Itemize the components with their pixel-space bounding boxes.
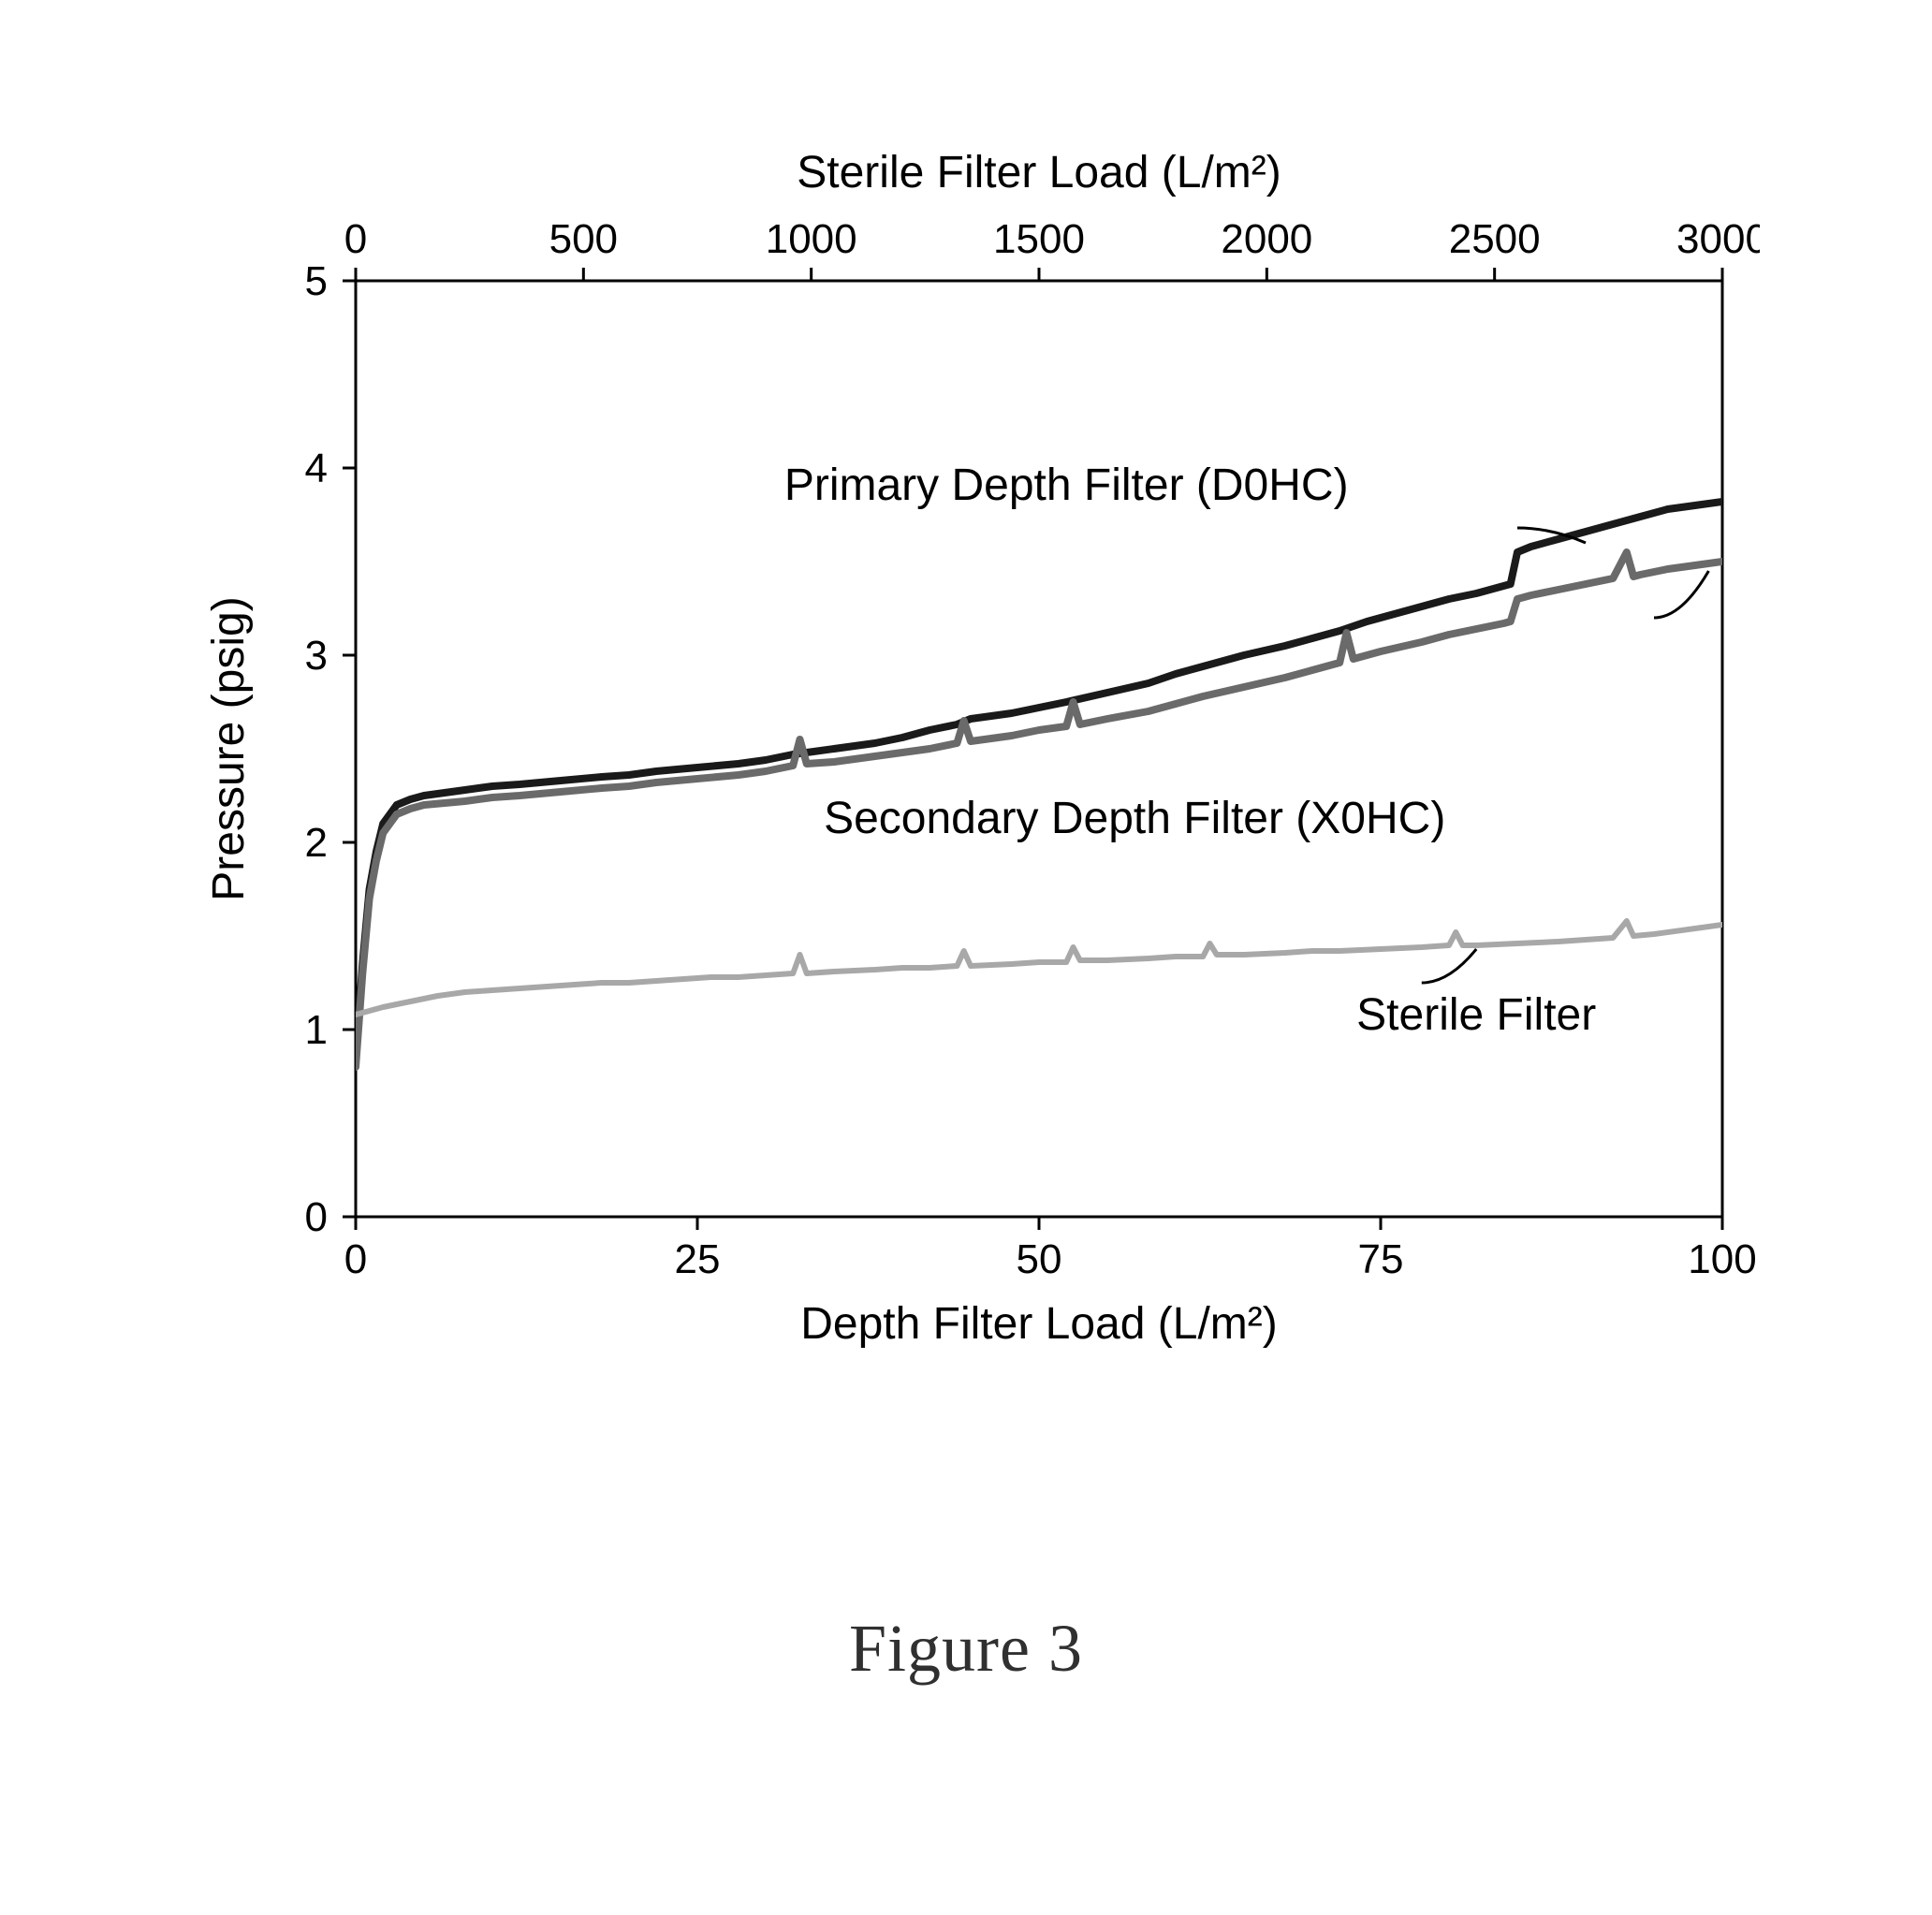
chart-bg [168, 94, 1760, 1404]
x-tick-label: 100 [1688, 1236, 1756, 1282]
y-tick-label: 0 [305, 1194, 328, 1240]
figure-caption: Figure 3 [0, 1610, 1932, 1688]
x2-tick-label: 2000 [1221, 216, 1312, 262]
x2-tick-label: 2500 [1449, 216, 1541, 262]
series-label-sterile: Sterile Filter [1356, 990, 1596, 1040]
x2-axis-title: Sterile Filter Load (L/m²) [797, 148, 1281, 197]
y-tick-label: 5 [305, 258, 328, 304]
y-axis-title: Pressure (psig) [204, 596, 254, 900]
x-tick-label: 25 [675, 1236, 721, 1282]
x2-tick-label: 500 [549, 216, 618, 262]
x-axis-title: Depth Filter Load (L/m²) [800, 1299, 1278, 1349]
x-tick-label: 75 [1358, 1236, 1404, 1282]
chart-container: 0255075100Depth Filter Load (L/m²)050010… [168, 94, 1760, 1404]
y-tick-label: 1 [305, 1007, 328, 1053]
x2-tick-label: 0 [344, 216, 367, 262]
series-label-secondary: Secondary Depth Filter (X0HC) [824, 794, 1445, 843]
x2-tick-label: 1500 [993, 216, 1085, 262]
series-label-primary: Primary Depth Filter (D0HC) [784, 460, 1349, 510]
x-tick-label: 50 [1017, 1236, 1062, 1282]
y-tick-label: 2 [305, 820, 328, 866]
pressure-vs-load-chart: 0255075100Depth Filter Load (L/m²)050010… [168, 94, 1760, 1404]
x2-tick-label: 1000 [766, 216, 857, 262]
y-tick-label: 3 [305, 633, 328, 679]
x-tick-label: 0 [344, 1236, 367, 1282]
y-tick-label: 4 [305, 446, 328, 491]
x2-tick-label: 3000 [1676, 216, 1760, 262]
